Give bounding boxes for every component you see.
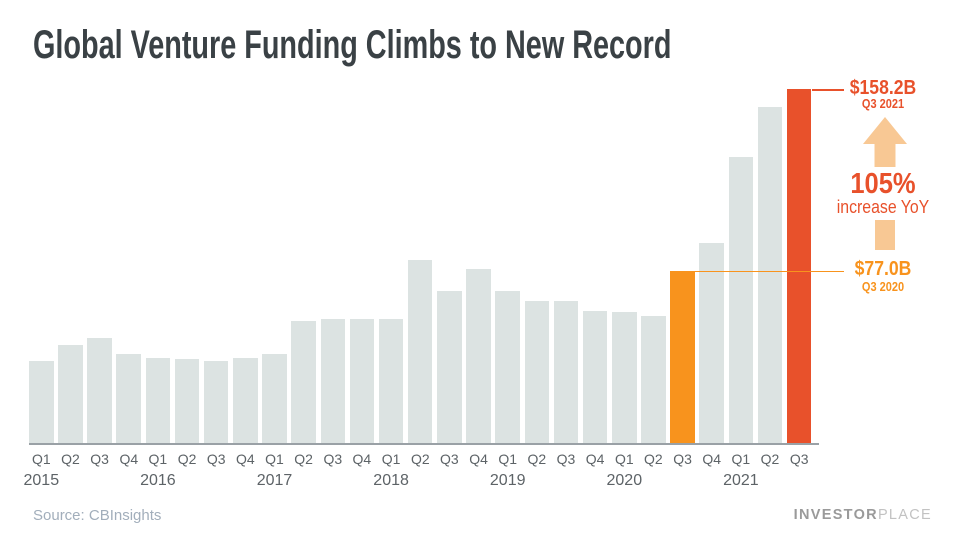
axis-quarter-label-q3-2020: Q3	[673, 451, 692, 467]
axis-quarter-label-q1-2017: Q1	[265, 451, 284, 467]
source-text: Source: CBInsights	[33, 507, 162, 524]
bar-q2-2018	[407, 259, 433, 443]
axis-quarter-label-q1-2018: Q1	[381, 451, 401, 467]
base-period-label: Q3 2020	[861, 280, 905, 294]
bar-q4-2019	[582, 311, 608, 443]
bar-q1-2016	[145, 358, 171, 443]
axis-quarter-label-q2-2015: Q2	[61, 451, 80, 467]
axis-year-label-2017: 2017	[256, 472, 293, 489]
bar-q2-2015	[58, 344, 83, 443]
axis-quarter-label-q3-2017: Q3	[323, 451, 343, 467]
axis-year-label-2018: 2018	[373, 472, 409, 489]
axis-quarter-label-q2-2021: Q2	[760, 451, 780, 467]
peak-value-label: $158.2B	[849, 77, 917, 99]
axis-year-label-2021: 2021	[723, 472, 759, 489]
bar-q1-2015	[29, 361, 54, 443]
bar-q3-2017	[320, 318, 346, 443]
bar-q1-2017	[262, 353, 287, 443]
bar-q1-2018	[378, 318, 404, 443]
bar-q1-2020	[612, 312, 637, 443]
bar-q4-2017	[349, 318, 375, 443]
bar-q3-2021	[786, 89, 812, 443]
axis-year-label-2015: 2015	[23, 472, 60, 489]
arrow-stem-icon	[875, 220, 895, 250]
axis-quarter-label-q2-2020: Q2	[644, 451, 663, 467]
axis-quarter-label-q4-2019: Q4	[585, 451, 605, 467]
peak-connector-line	[811, 89, 844, 91]
logo-bold-part: INVESTOR	[793, 507, 878, 523]
bar-q2-2020	[641, 315, 666, 443]
yoy-percent-label: 105%	[850, 168, 916, 200]
axis-quarter-label-q1-2016: Q1	[148, 451, 168, 467]
axis-quarter-label-q2-2017: Q2	[294, 451, 313, 467]
yoy-text-label: increase YoY	[836, 197, 930, 217]
axis-year-label-2020: 2020	[606, 472, 643, 489]
axis-quarter-label-q4-2020: Q4	[702, 451, 722, 467]
axis-quarter-label-q2-2018: Q2	[410, 451, 430, 467]
axis-quarter-label-q3-2016: Q3	[206, 451, 226, 467]
logo-light-part: PLACE	[877, 507, 932, 523]
bar-q3-2015	[87, 337, 112, 443]
bar-q1-2019	[495, 290, 520, 443]
axis-quarter-label-q4-2018: Q4	[469, 451, 488, 467]
axis-year-label-2019: 2019	[489, 472, 526, 489]
bar-q3-2018	[437, 290, 462, 443]
axis-quarter-label-q1-2019: Q1	[498, 451, 518, 467]
axis-year-label-2016: 2016	[140, 472, 176, 489]
axis-quarter-label-q2-2019: Q2	[527, 451, 547, 467]
peak-period-label: Q3 2021	[861, 97, 905, 111]
bar-q4-2015	[116, 353, 141, 443]
axis-quarter-label-q3-2018: Q3	[440, 451, 459, 467]
bar-q2-2016	[174, 359, 200, 443]
bar-q3-2020	[670, 270, 695, 443]
axis-quarter-label-q1-2020: Q1	[614, 451, 634, 467]
bar-q3-2016	[203, 361, 229, 443]
axis-quarter-label-q1-2015: Q1	[31, 451, 51, 467]
axis-quarter-label-q3-2021: Q3	[789, 451, 809, 467]
page-title: Global Venture Funding Climbs to New Rec…	[33, 23, 672, 67]
bar-q2-2017	[291, 321, 316, 443]
base-value-label: $77.0B	[854, 258, 912, 280]
axis-quarter-label-q4-2017: Q4	[352, 451, 372, 467]
bar-q3-2019	[553, 300, 579, 443]
bar-q2-2019	[524, 300, 550, 443]
axis-quarter-label-q4-2015: Q4	[119, 451, 139, 467]
axis-quarter-label-q3-2019: Q3	[556, 451, 576, 467]
bar-q4-2018	[466, 268, 491, 443]
bar-q2-2021	[757, 107, 783, 443]
bar-q4-2020	[699, 242, 724, 443]
axis-quarter-label-q3-2015: Q3	[90, 451, 109, 467]
bar-q1-2021	[728, 156, 754, 443]
base-connector-line	[670, 270, 844, 273]
x-axis-line	[29, 443, 819, 445]
axis-quarter-label-q4-2016: Q4	[235, 451, 255, 467]
up-arrow-icon	[863, 117, 907, 167]
axis-quarter-label-q1-2021: Q1	[731, 451, 751, 467]
bar-q4-2016	[233, 358, 258, 443]
axis-quarter-label-q2-2016: Q2	[177, 451, 197, 467]
investorplace-logo: INVESTORPLACE	[794, 507, 932, 523]
